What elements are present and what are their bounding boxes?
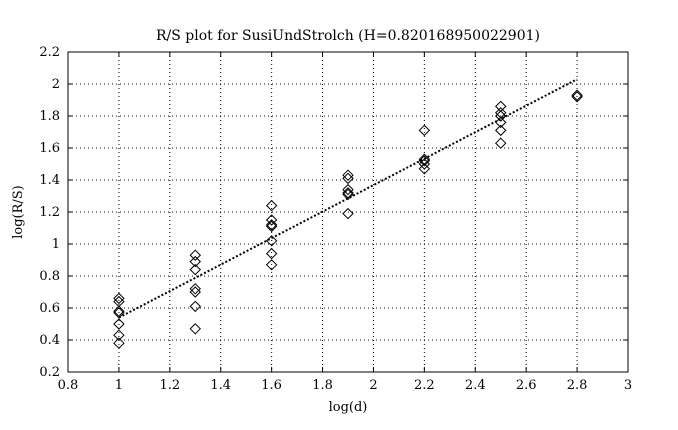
y-tick-label: 1.8 [39, 109, 60, 124]
data-point-diamond [342, 183, 354, 196]
data-point-diamond [265, 259, 278, 271]
x-tick-label: 2.4 [465, 378, 486, 393]
x-tick-label: 3 [624, 378, 632, 393]
y-tick-label: 0.8 [39, 269, 60, 284]
y-tick-label: 1.4 [39, 173, 60, 188]
data-point-diamond [113, 337, 125, 349]
data-point-diamond [189, 300, 201, 313]
data-point-diamond [113, 305, 125, 317]
data-point-diamond [571, 91, 583, 103]
x-axis-label: log(d) [329, 400, 368, 415]
y-tick-label: 2.2 [39, 45, 60, 60]
x-tick-label: 2 [369, 378, 377, 393]
data-point-diamond [342, 169, 354, 181]
x-tick-label: 2.2 [414, 378, 435, 393]
data-point-diamond [189, 263, 201, 276]
data-point-diamond [342, 207, 354, 220]
data-point-diamond [113, 292, 125, 305]
data-point-diamond [495, 124, 507, 137]
data-point-diamond [342, 187, 354, 199]
y-tick-label: 2 [52, 77, 60, 92]
data-point-diamond [265, 247, 278, 260]
chart-title: R/S plot for SusiUndStrolch (H=0.8201689… [156, 28, 540, 44]
data-point-diamond [265, 214, 278, 226]
data-point-diamond [265, 199, 278, 212]
y-tick-label: 1.2 [39, 205, 60, 220]
x-tick-label: 0.8 [58, 378, 79, 393]
data-point-diamond [495, 110, 507, 122]
data-point-diamond [265, 235, 278, 247]
data-point-diamond [265, 219, 278, 231]
data-point-diamond [113, 329, 125, 341]
y-tick-label: 0.6 [39, 301, 60, 316]
data-point-diamond [189, 255, 201, 268]
data-point-diamond [571, 89, 583, 101]
data-point-diamond [342, 172, 354, 185]
y-tick-label: 0.4 [39, 333, 60, 348]
data-point-diamond [189, 283, 201, 295]
data-point-diamond [113, 318, 125, 330]
y-tick-label: 1.6 [39, 141, 60, 156]
data-point-diamond [495, 116, 507, 129]
x-tick-label: 2.8 [567, 378, 588, 393]
data-point-diamond [495, 137, 507, 149]
data-point-diamond [418, 155, 431, 167]
data-point-diamond [265, 220, 278, 233]
y-tick-label: 0.2 [39, 365, 60, 380]
data-points [113, 89, 583, 349]
data-point-diamond [189, 286, 201, 298]
x-tick-label: 1.6 [261, 378, 282, 393]
axis-ticks: 0.8 1 1.2 1.4 1.6 1.8 2 2.2 2.4 2.6 2.8 3 0.2 0.4 0.6 0… [39, 45, 632, 393]
data-point-diamond [113, 307, 125, 319]
x-tick-label: 1.2 [159, 378, 180, 393]
x-tick-label: 2.6 [516, 378, 537, 393]
x-tick-label: 1 [115, 378, 123, 393]
data-point-diamond [342, 188, 354, 201]
data-point-diamond [189, 249, 201, 261]
x-tick-label: 1.8 [312, 378, 333, 393]
y-axis-label: log(R/S) [11, 185, 26, 239]
data-point-diamond [418, 124, 431, 137]
x-tick-label: 1.4 [210, 378, 231, 393]
data-point-diamond [418, 158, 431, 170]
data-point-diamond [189, 323, 201, 335]
y-tick-label: 1 [52, 237, 60, 252]
data-point-diamond [418, 163, 431, 175]
